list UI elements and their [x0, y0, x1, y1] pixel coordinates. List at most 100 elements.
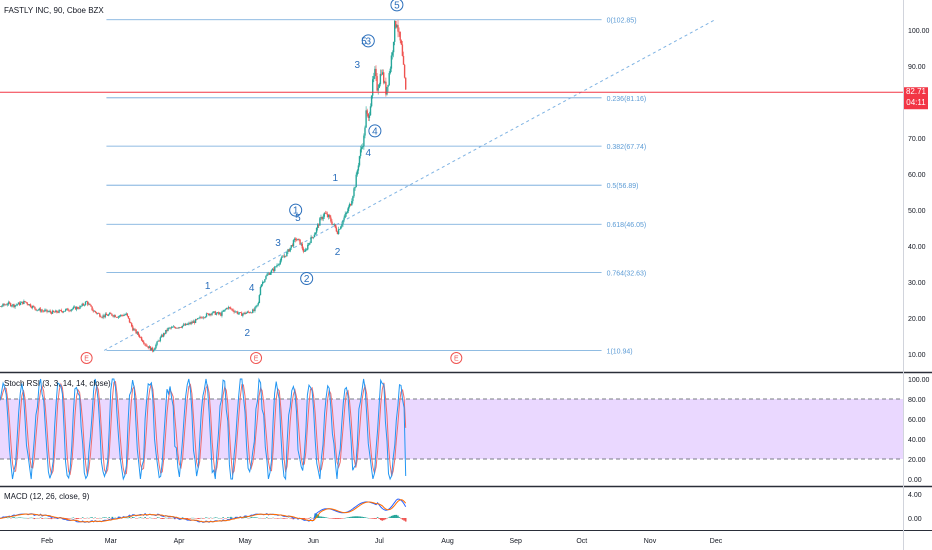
- wave-label[interactable]: 2: [304, 274, 310, 285]
- candle-body: [220, 313, 222, 316]
- macd-histogram-bar: [390, 515, 393, 518]
- wave-label[interactable]: 1: [205, 281, 211, 292]
- candle-body: [211, 313, 213, 315]
- candle-body: [51, 310, 54, 314]
- macd-histogram-bar: [401, 518, 404, 520]
- earnings-marker[interactable]: E: [254, 356, 259, 363]
- candle-body: [63, 310, 66, 312]
- candle-body: [287, 249, 289, 253]
- macd-histogram-bar: [340, 518, 343, 519]
- wave-label[interactable]: 4: [366, 148, 372, 159]
- candle-body: [276, 265, 278, 267]
- candle-body: [219, 313, 221, 314]
- macd-histogram-bar: [266, 517, 268, 518]
- macd-signal-line: [0, 499, 407, 523]
- current-price-badge: 82.71 04:11: [904, 87, 928, 110]
- candle-body: [100, 316, 102, 318]
- wave-label[interactable]: 1: [333, 173, 339, 184]
- wave-label[interactable]: 5: [295, 213, 301, 224]
- candle-body: [239, 312, 242, 313]
- candle-body: [340, 226, 342, 230]
- candle-body: [27, 304, 29, 306]
- candle-body: [325, 213, 328, 215]
- candle-body: [58, 310, 60, 313]
- candle-body: [371, 79, 374, 96]
- price-axis-tick-label: 40.00: [908, 244, 926, 251]
- wave-label[interactable]: 3: [275, 238, 281, 249]
- candle-body: [384, 81, 386, 83]
- candle-body: [275, 266, 277, 268]
- candle-body: [50, 312, 53, 314]
- wave-label[interactable]: 4: [249, 283, 255, 294]
- candle-body: [98, 313, 100, 314]
- candle-body: [30, 306, 33, 308]
- price-axis-tick-label: 70.00: [908, 136, 926, 143]
- candle-body: [338, 229, 341, 230]
- candle-body: [346, 211, 349, 213]
- candle-body: [48, 311, 50, 312]
- candle-body: [47, 311, 49, 313]
- macd-title[interactable]: MACD (12, 26, close, 9): [4, 492, 90, 501]
- earnings-marker[interactable]: E: [84, 356, 89, 363]
- time-axis-label: Aug: [441, 538, 454, 545]
- candle-body: [13, 304, 15, 308]
- macd-histogram-bar: [227, 517, 229, 518]
- current-price-value: 82.71: [906, 87, 927, 96]
- candle-body: [290, 245, 292, 248]
- wave-label[interactable]: 2: [244, 328, 250, 339]
- candle-body: [151, 347, 154, 352]
- symbol-title[interactable]: FASTLY INC, 90, Cboe BZX: [4, 6, 104, 15]
- candle-body: [228, 307, 231, 308]
- macd-histogram-bar: [375, 518, 377, 519]
- wave-label[interactable]: 4: [372, 126, 378, 137]
- macd-histogram-bar: [250, 517, 253, 518]
- candle-body: [203, 317, 206, 319]
- candle-body: [223, 309, 225, 312]
- candle-body: [144, 343, 146, 345]
- macd-histogram-bar: [27, 518, 29, 519]
- candle-body: [8, 302, 11, 304]
- wave-label[interactable]: 5: [361, 36, 367, 47]
- earnings-marker-circle: [80, 352, 93, 364]
- candle-body: [88, 303, 90, 305]
- candle-body: [161, 335, 164, 337]
- candle-body: [117, 316, 120, 318]
- wave-label[interactable]: 2: [335, 247, 341, 258]
- candle-body: [366, 110, 368, 114]
- stoch-rsi-title[interactable]: Stoch RSI (3, 3, 14, 14, close): [4, 379, 111, 388]
- macd-histogram-bar: [167, 518, 170, 519]
- macd-histogram-bar: [376, 517, 379, 518]
- wave-label[interactable]: 5: [394, 0, 400, 11]
- earnings-marker[interactable]: E: [454, 356, 459, 363]
- candle-body: [125, 313, 127, 315]
- wave-label[interactable]: 3: [366, 36, 372, 47]
- candle-body: [160, 335, 163, 338]
- candle-body: [124, 314, 126, 316]
- macd-histogram-bar: [400, 518, 402, 519]
- candle-body: [6, 304, 9, 305]
- stoch-rsi-tick-label: 40.00: [908, 437, 926, 444]
- candle-body: [388, 73, 390, 85]
- wave-label[interactable]: 3: [355, 60, 361, 71]
- macd-histogram-bar: [404, 518, 407, 522]
- candle-body: [110, 313, 112, 314]
- macd-histogram-bar: [49, 518, 51, 519]
- fibonacci-retracement[interactable]: 0(102.85) 0.236(81.16) 0.382(67.74) 0.5(56.…: [106, 18, 646, 356]
- candle-body: [118, 315, 121, 317]
- candle-body: [132, 326, 134, 331]
- diagonal-trendline[interactable]: [103, 18, 717, 351]
- candle-body: [189, 322, 191, 324]
- candle-body: [159, 337, 162, 341]
- macd-histogram-bar: [108, 517, 111, 518]
- wave-label[interactable]: 1: [293, 206, 299, 217]
- candle-body: [136, 332, 138, 334]
- candle-body: [18, 302, 21, 305]
- time-axis-label: Feb: [41, 538, 53, 545]
- candle-body: [201, 317, 203, 319]
- candle-body: [198, 317, 200, 319]
- macd-histogram-bar: [156, 517, 159, 518]
- trendline-group[interactable]: [103, 18, 717, 351]
